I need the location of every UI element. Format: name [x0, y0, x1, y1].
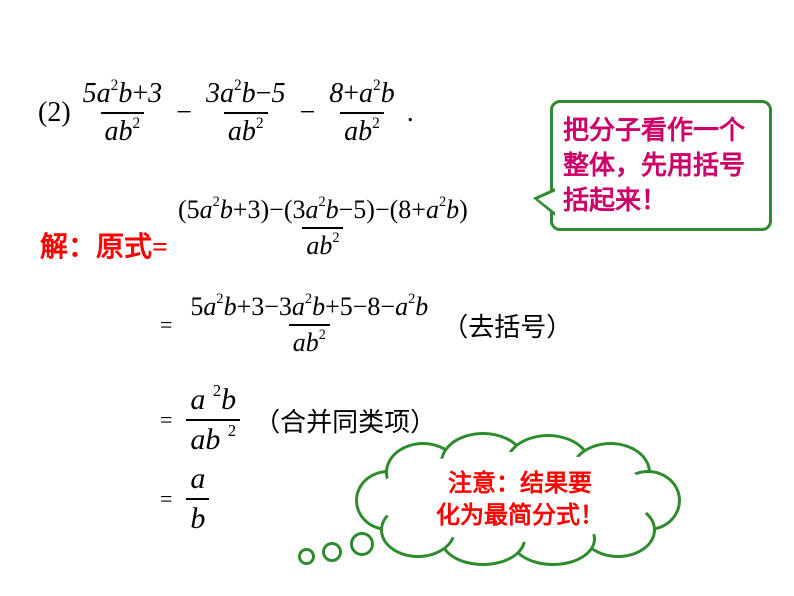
final-denominator: b [190, 502, 205, 535]
problem-label: (2) [38, 97, 71, 129]
hint-bubble: 把分子看作一个整体，先用括号括起来！ [550, 100, 772, 231]
step3-fraction: a 2b ab 2 [186, 383, 240, 457]
minus-1: − [176, 97, 192, 129]
term3: 8+a2b ab2 [325, 78, 399, 148]
equals-3: = [160, 407, 172, 433]
cloud-tail-2 [322, 542, 342, 562]
term2: 3a2b−5 ab2 [202, 78, 290, 148]
cloud-tail-1 [350, 532, 374, 556]
cloud-text: 注意：结果要 化为最简分式！ [410, 468, 630, 533]
equals-4: = [160, 486, 172, 512]
step2-fraction: 5a2b+3−3a2b+5−8−a2b ab2 [186, 292, 432, 358]
cloud-line1: 注意：结果要 [448, 471, 592, 497]
step1-fraction: (5a2b+3)−(3a2b−5)−(8+a2b) ab2 [174, 195, 472, 261]
hint-text: 把分子看作一个整体，先用括号括起来！ [563, 116, 745, 215]
step-2: = 5a2b+3−3a2b+5−8−a2b ab2 （去括号） [160, 292, 572, 358]
step-4: = a b [160, 462, 213, 536]
step-1: (5a2b+3)−(3a2b−5)−(8+a2b) ab2 [170, 195, 476, 261]
term1: 5a2b+3 ab2 [79, 78, 167, 148]
note-remove-paren: （去括号） [442, 307, 572, 344]
equals-2: = [160, 312, 172, 338]
cloud-tail-3 [298, 548, 315, 565]
step4-fraction: a b [186, 462, 209, 536]
final-numerator: a [190, 462, 205, 495]
problem-expression: (2) 5a2b+3 ab2 − 3a2b−5 ab2 − 8+a2b ab2 … [38, 78, 414, 148]
cloud-line2: 化为最简分式！ [436, 503, 604, 529]
solution-label: 解：原式= [40, 225, 168, 265]
period: . [407, 97, 414, 129]
cloud-callout: 注意：结果要 化为最简分式！ [280, 430, 660, 590]
minus-2: − [299, 97, 315, 129]
